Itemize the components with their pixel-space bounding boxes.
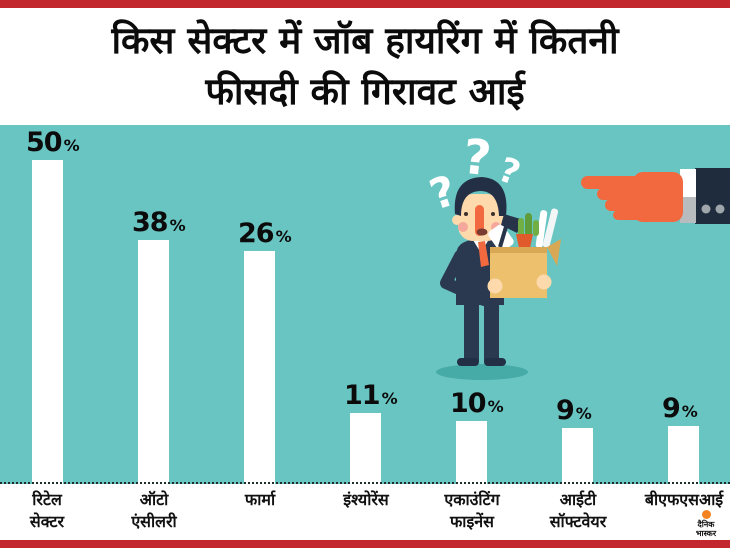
bar-insurance xyxy=(350,413,381,484)
bar-value-label: 9% xyxy=(556,395,592,426)
baseline-dotted-line xyxy=(0,482,730,484)
bar-value-label: 50% xyxy=(26,127,80,158)
title-area: किस सेक्टर में जॉब हायरिंग में कितनी फीस… xyxy=(0,8,730,125)
bar-value-label: 26% xyxy=(238,218,292,249)
percent-sign: % xyxy=(275,227,292,246)
percent-sign: % xyxy=(169,216,186,235)
top-red-bar xyxy=(0,0,730,8)
bar-group-it-software: 9% xyxy=(556,397,593,484)
category-label-insurance: इंश्योरेंस xyxy=(343,490,389,509)
category-label-bfsi: बीएफएसआई xyxy=(644,490,724,509)
category-label-accounting-finance: एकाउंटिंग फाइनेंस xyxy=(444,490,500,531)
bar-pharma xyxy=(244,251,275,484)
bar-value-label: 10% xyxy=(450,388,504,419)
bar-value-label: 38% xyxy=(132,207,186,238)
chart-title-line1: किस सेक्टर में जॉब हायरिंग में कितनी xyxy=(111,19,619,62)
bar-group-insurance: 11% xyxy=(344,382,398,484)
bar-accounting-finance xyxy=(456,421,487,484)
bars-layer: 50% 38% 26% 11% 10% 9% xyxy=(0,125,730,484)
bar-group-auto-ancillary: 38% xyxy=(132,209,186,484)
percent-sign: % xyxy=(487,397,504,416)
chart-area: 50% 38% 26% 11% 10% 9% xyxy=(0,125,730,484)
bar-group-pharma: 26% xyxy=(238,220,292,484)
percent-sign: % xyxy=(681,402,698,421)
bar-group-accounting-finance: 10% xyxy=(450,390,504,484)
bar-it-software xyxy=(562,428,593,484)
percent-sign: % xyxy=(63,136,80,155)
logo-sun-icon xyxy=(701,510,711,519)
category-label-it-software: आईटी सॉफ्टवेयर xyxy=(549,490,607,531)
percent-sign: % xyxy=(381,389,398,408)
category-label-pharma: फार्मा xyxy=(244,490,276,509)
bar-value-label: 9% xyxy=(662,393,698,424)
category-labels-strip: रिटेल सेक्टर ऑटो एंसीलरी फार्मा इंश्योरे… xyxy=(0,484,730,540)
bar-retail xyxy=(32,160,63,484)
category-label-auto-ancillary: ऑटो एंसीलरी xyxy=(131,490,177,531)
bar-group-bfsi: 9% xyxy=(662,395,699,484)
dainik-bhaskar-logo: दैनिक भास्कर xyxy=(686,510,726,538)
logo-text-line1: दैनिक xyxy=(697,520,715,529)
bottom-red-bar xyxy=(0,540,730,548)
logo-text-line2: भास्कर xyxy=(695,529,717,538)
chart-title-line2: फीसदी की गिरावट आई xyxy=(205,70,525,113)
category-label-retail: रिटेल सेक्टर xyxy=(29,490,65,531)
percent-sign: % xyxy=(575,404,592,423)
bar-group-retail: 50% xyxy=(26,129,80,484)
bar-auto-ancillary xyxy=(138,240,169,484)
bar-bfsi xyxy=(668,426,699,484)
bar-value-label: 11% xyxy=(344,380,398,411)
